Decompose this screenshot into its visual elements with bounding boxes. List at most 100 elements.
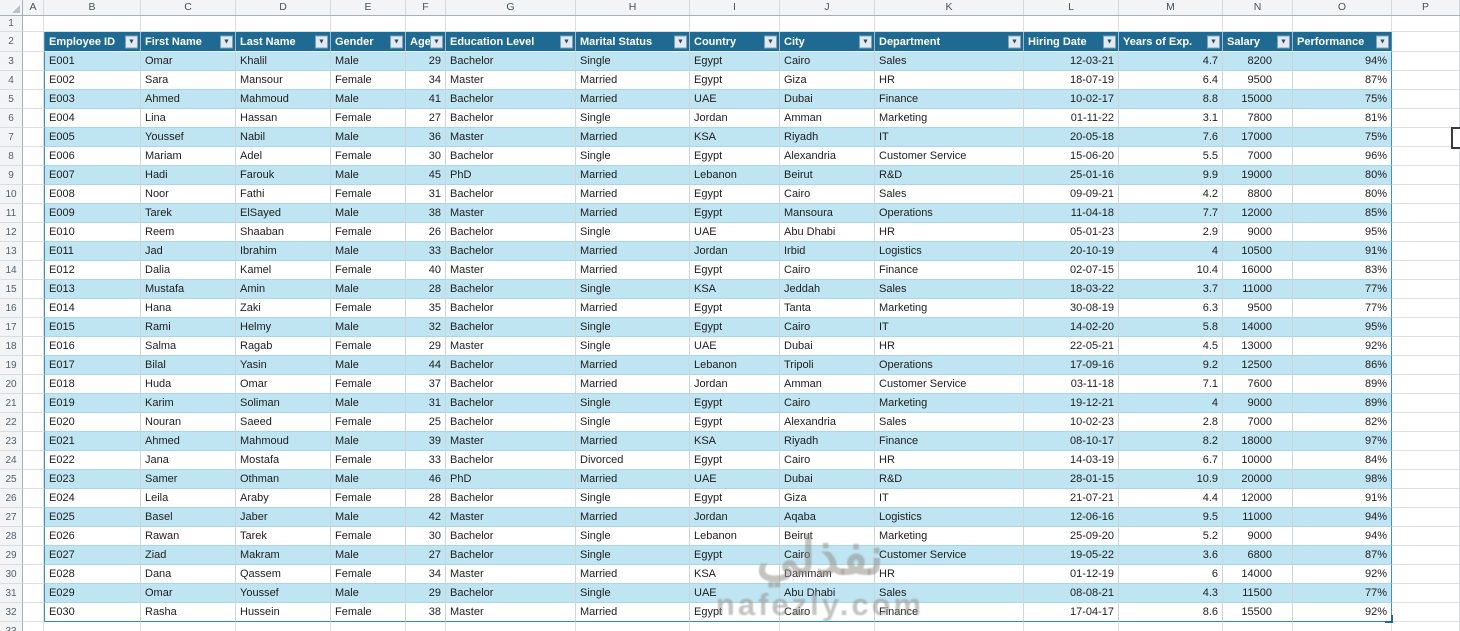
cell-E7[interactable]: Male (331, 128, 406, 147)
column-header-N[interactable]: N (1223, 0, 1293, 15)
cell-B2[interactable]: Employee ID ▼ (44, 32, 141, 52)
row-header-32[interactable]: 32 (0, 603, 23, 622)
cell-N6[interactable]: 7800 (1223, 109, 1293, 128)
cell-D17[interactable]: Helmy (236, 318, 331, 337)
cell-P29[interactable] (1392, 546, 1460, 565)
cell-P13[interactable] (1392, 242, 1460, 261)
cell-B15[interactable]: E013 (44, 280, 141, 299)
cell-B13[interactable]: E011 (44, 242, 141, 261)
cell-B22[interactable]: E020 (44, 413, 141, 432)
cell-L13[interactable]: 20-10-19 (1024, 242, 1119, 261)
cell-F30[interactable]: 34 (406, 565, 446, 584)
cell-H27[interactable]: Married (576, 508, 690, 527)
cell-E14[interactable]: Female (331, 261, 406, 280)
cell-I28[interactable]: Lebanon (690, 527, 780, 546)
cell-F17[interactable]: 32 (406, 318, 446, 337)
cell-J12[interactable]: Abu Dhabi (780, 223, 875, 242)
cell-E28[interactable]: Female (331, 527, 406, 546)
row-header-20[interactable]: 20 (0, 375, 23, 394)
cell-H9[interactable]: Married (576, 166, 690, 185)
cell-H16[interactable]: Married (576, 299, 690, 318)
cell-F20[interactable]: 37 (406, 375, 446, 394)
cell-K17[interactable]: IT (875, 318, 1024, 337)
cell-F19[interactable]: 44 (406, 356, 446, 375)
cell-O31[interactable]: 77% (1293, 584, 1392, 603)
cell-M7[interactable]: 7.6 (1119, 128, 1223, 147)
cell-E24[interactable]: Female (331, 451, 406, 470)
row-header-11[interactable]: 11 (0, 204, 23, 223)
cell-G27[interactable]: Master (446, 508, 576, 527)
cell-N26[interactable]: 12000 (1223, 489, 1293, 508)
cell-H14[interactable]: Married (576, 261, 690, 280)
cell-H30[interactable]: Married (576, 565, 690, 584)
cell-A31[interactable] (23, 584, 44, 603)
cell-P27[interactable] (1392, 508, 1460, 527)
cell-F29[interactable]: 27 (406, 546, 446, 565)
cell-L26[interactable]: 21-07-21 (1024, 489, 1119, 508)
cell-L3[interactable]: 12-03-21 (1024, 52, 1119, 71)
cell-F33[interactable] (406, 622, 446, 631)
cell-G9[interactable]: PhD (446, 166, 576, 185)
cell-D24[interactable]: Mostafa (236, 451, 331, 470)
cell-I23[interactable]: KSA (690, 432, 780, 451)
cell-C4[interactable]: Sara (141, 71, 236, 90)
row-header-5[interactable]: 5 (0, 90, 23, 109)
cell-I32[interactable]: Egypt (690, 603, 780, 622)
cell-N4[interactable]: 9500 (1223, 71, 1293, 90)
cell-C22[interactable]: Nouran (141, 413, 236, 432)
cell-L11[interactable]: 11-04-18 (1024, 204, 1119, 223)
cell-L12[interactable]: 05-01-23 (1024, 223, 1119, 242)
column-header-A[interactable]: A (23, 0, 44, 15)
cell-N12[interactable]: 9000 (1223, 223, 1293, 242)
cell-D16[interactable]: Zaki (236, 299, 331, 318)
cell-P30[interactable] (1392, 565, 1460, 584)
cell-B27[interactable]: E025 (44, 508, 141, 527)
cell-B31[interactable]: E029 (44, 584, 141, 603)
cell-L32[interactable]: 17-04-17 (1024, 603, 1119, 622)
cell-D31[interactable]: Youssef (236, 584, 331, 603)
filter-dropdown-icon[interactable]: ▼ (1277, 35, 1290, 48)
cell-O4[interactable]: 87% (1293, 71, 1392, 90)
table-resize-handle[interactable] (1385, 615, 1393, 623)
cell-M6[interactable]: 3.1 (1119, 109, 1223, 128)
row-header-14[interactable]: 14 (0, 261, 23, 280)
cell-J10[interactable]: Cairo (780, 185, 875, 204)
cell-G2[interactable]: Education Level ▼ (446, 32, 576, 52)
cell-D14[interactable]: Kamel (236, 261, 331, 280)
cell-J8[interactable]: Alexandria (780, 147, 875, 166)
cell-C6[interactable]: Lina (141, 109, 236, 128)
cell-J33[interactable] (780, 622, 875, 631)
cell-B18[interactable]: E016 (44, 337, 141, 356)
cell-D4[interactable]: Mansour (236, 71, 331, 90)
cell-N2[interactable]: Salary ▼ (1223, 32, 1293, 52)
cell-I12[interactable]: UAE (690, 223, 780, 242)
row-header-22[interactable]: 22 (0, 413, 23, 432)
cell-K1[interactable] (875, 16, 1024, 32)
cell-O16[interactable]: 77% (1293, 299, 1392, 318)
cell-O19[interactable]: 86% (1293, 356, 1392, 375)
cell-C13[interactable]: Jad (141, 242, 236, 261)
cell-K4[interactable]: HR (875, 71, 1024, 90)
cell-G16[interactable]: Bachelor (446, 299, 576, 318)
filter-dropdown-icon[interactable]: ▼ (430, 35, 443, 48)
cell-N23[interactable]: 18000 (1223, 432, 1293, 451)
row-header-7[interactable]: 7 (0, 128, 23, 147)
row-header-33[interactable]: 33 (0, 622, 23, 631)
cell-A14[interactable] (23, 261, 44, 280)
cell-G13[interactable]: Bachelor (446, 242, 576, 261)
cell-B30[interactable]: E028 (44, 565, 141, 584)
cell-P22[interactable] (1392, 413, 1460, 432)
cell-B3[interactable]: E001 (44, 52, 141, 71)
cell-N5[interactable]: 15000 (1223, 90, 1293, 109)
cell-O15[interactable]: 77% (1293, 280, 1392, 299)
cell-K31[interactable]: Sales (875, 584, 1024, 603)
cell-J24[interactable]: Cairo (780, 451, 875, 470)
cell-N13[interactable]: 10500 (1223, 242, 1293, 261)
cell-L1[interactable] (1024, 16, 1119, 32)
cell-H7[interactable]: Married (576, 128, 690, 147)
cell-L7[interactable]: 20-05-18 (1024, 128, 1119, 147)
cell-E33[interactable] (331, 622, 406, 631)
cell-C29[interactable]: Ziad (141, 546, 236, 565)
cell-E2[interactable]: Gender ▼ (331, 32, 406, 52)
cell-H22[interactable]: Single (576, 413, 690, 432)
